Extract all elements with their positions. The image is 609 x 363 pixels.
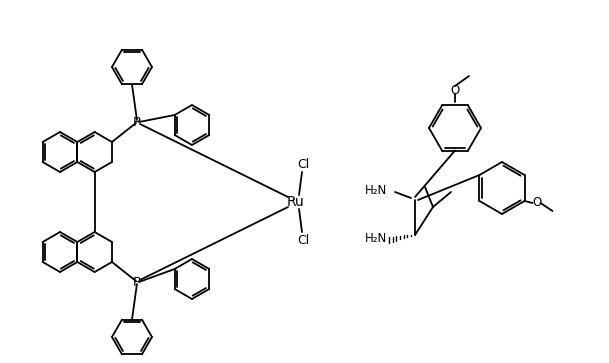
Text: O: O: [451, 83, 460, 97]
Text: Ru: Ru: [286, 195, 304, 209]
Text: P: P: [133, 115, 141, 129]
Text: H₂N: H₂N: [365, 232, 387, 245]
Text: Cl: Cl: [297, 233, 309, 246]
Text: H₂N: H₂N: [365, 184, 387, 196]
Text: P: P: [133, 276, 141, 289]
Text: Cl: Cl: [297, 158, 309, 171]
Text: O: O: [532, 196, 541, 209]
